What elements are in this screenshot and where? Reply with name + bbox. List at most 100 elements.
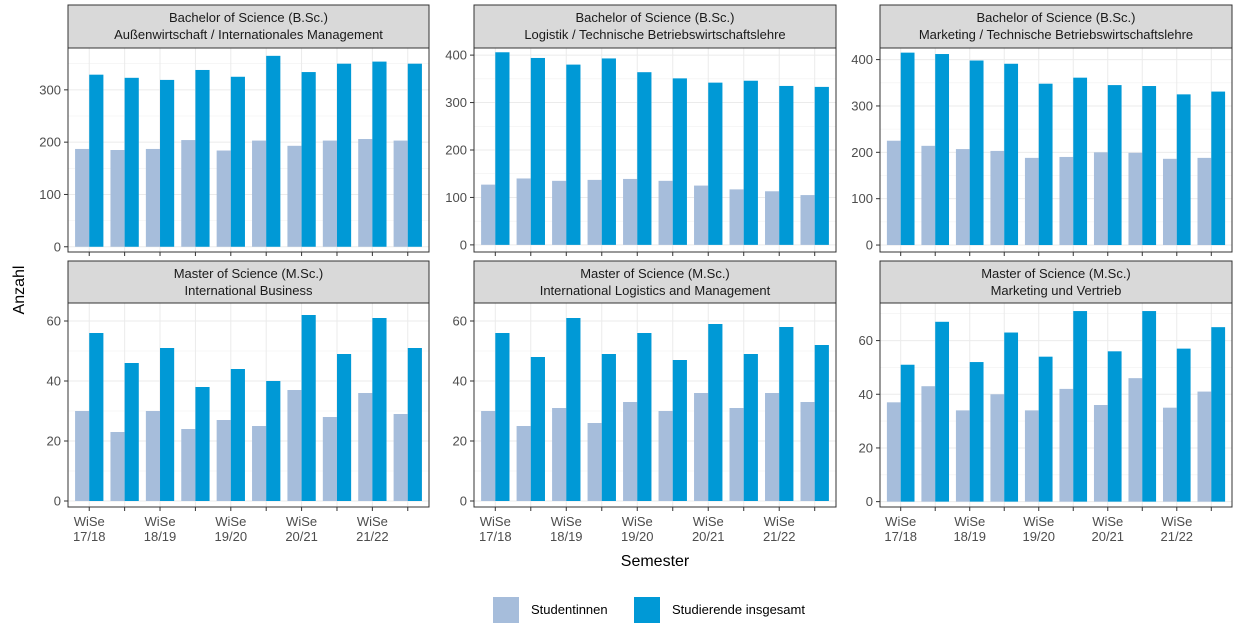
y-tick-label: 40 <box>859 387 873 402</box>
bar-studierende-insgesamt <box>601 354 616 501</box>
bar-studierende-insgesamt <box>708 324 723 501</box>
x-tick-label-line1: WiSe <box>885 514 916 529</box>
bar-studierende-insgesamt <box>743 80 758 245</box>
bar-studentinnen <box>1128 152 1143 246</box>
facet-title-line2: International Logistics and Management <box>540 283 771 298</box>
bar-studentinnen <box>145 411 161 501</box>
y-tick-label: 0 <box>460 494 467 509</box>
bar-studierende-insgesamt <box>779 85 794 245</box>
bar-studierende-insgesamt <box>266 381 281 501</box>
bar-studierende-insgesamt <box>301 72 316 247</box>
bar-studierende-insgesamt <box>336 354 352 501</box>
x-tick-label-line1: WiSe <box>954 514 985 529</box>
bar-studentinnen <box>393 140 408 247</box>
bar-studierende-insgesamt <box>89 333 104 501</box>
bar-studentinnen <box>1093 152 1108 246</box>
bar-studierende-insgesamt <box>89 74 104 247</box>
bar-studentinnen <box>75 148 90 247</box>
bar-studentinnen <box>729 408 744 501</box>
y-tick-label: 200 <box>851 145 873 160</box>
bar-studentinnen <box>1197 157 1212 246</box>
x-tick-label-line2: 21/22 <box>763 529 796 544</box>
bar-studierende-insgesamt <box>1004 63 1019 246</box>
bar-studentinnen <box>990 394 1005 502</box>
bar-studentinnen <box>393 414 408 501</box>
bar-studierende-insgesamt <box>1038 356 1053 502</box>
bar-studentinnen <box>110 150 125 247</box>
bar-studentinnen <box>658 180 673 245</box>
facet-title-line2: Marketing und Vertrieb <box>991 283 1122 298</box>
bar-studierende-insgesamt <box>160 79 175 247</box>
x-tick-label-line2: 20/21 <box>1091 529 1124 544</box>
facet-panel-1: Bachelor of Science (B.Sc.) Außenwirtscha… <box>39 4 430 289</box>
bar-studentinnen <box>481 411 496 501</box>
facet-strip <box>879 260 1233 304</box>
facet-title-line2: Marketing / Technische Betriebswirtschaf… <box>919 27 1193 42</box>
facet-title-line1: Master of Science (M.Sc.) <box>174 266 324 281</box>
y-tick-label: 0 <box>460 237 467 252</box>
bar-studentinnen <box>322 140 337 247</box>
x-tick-label-line1: WiSe <box>286 514 317 529</box>
bar-studentinnen <box>694 185 709 245</box>
facet-title-line2: Außenwirtschaft / Internationales Manage… <box>114 27 383 42</box>
bar-studierende-insgesamt <box>935 54 950 246</box>
facet-panel-2: Bachelor of Science (B.Sc.) Logistik / Te… <box>445 4 837 289</box>
x-tick-label-line2: 18/19 <box>550 529 583 544</box>
x-tick-label-line2: 19/20 <box>621 529 654 544</box>
bar-studierende-insgesamt <box>779 327 794 501</box>
y-tick-label: 20 <box>453 434 467 449</box>
bar-studentinnen <box>1162 407 1177 502</box>
legend-label-studentinnen: Studentinnen <box>531 602 608 617</box>
legend-label-studierende-insgesamt: Studierende insgesamt <box>672 602 805 617</box>
bar-studentinnen <box>358 393 373 501</box>
bar-studentinnen <box>1162 158 1177 246</box>
bar-studentinnen <box>623 402 638 501</box>
facet-panel-5: Master of Science (M.Sc.) International L… <box>453 260 837 544</box>
bar-studentinnen <box>1024 410 1039 502</box>
bar-studentinnen <box>658 411 673 501</box>
bar-studierende-insgesamt <box>900 52 915 246</box>
bar-studentinnen <box>694 393 709 501</box>
bar-studierende-insgesamt <box>266 55 281 247</box>
x-tick-label-line1: WiSe <box>357 514 388 529</box>
bar-studierende-insgesamt <box>969 362 984 502</box>
x-tick-label-line2: 20/21 <box>692 529 725 544</box>
bar-studierende-insgesamt <box>195 387 210 501</box>
facet-title-line2: Logistik / Technische Betriebswirtschaft… <box>524 27 785 42</box>
facet-strip <box>67 4 430 49</box>
bar-studentinnen <box>623 178 638 245</box>
x-tick-label-line1: WiSe <box>1161 514 1192 529</box>
x-tick-label-line1: WiSe <box>144 514 175 529</box>
legend: Studentinnen Studierende insgesamt <box>493 597 805 623</box>
facet-strip <box>879 4 1233 49</box>
bar-studentinnen <box>800 195 815 245</box>
facet-title-line1: Master of Science (M.Sc.) <box>981 266 1131 281</box>
x-tick-label-line2: 17/18 <box>479 529 512 544</box>
bar-studierende-insgesamt <box>495 333 510 501</box>
bar-studentinnen <box>1093 405 1108 502</box>
panel-border <box>67 302 430 508</box>
x-tick-label-line2: 19/20 <box>1022 529 1055 544</box>
bar-studierende-insgesamt <box>1004 332 1019 502</box>
panel-border <box>67 47 430 253</box>
y-tick-label: 300 <box>445 95 467 110</box>
y-tick-label: 60 <box>47 314 61 329</box>
bar-studierende-insgesamt <box>1107 351 1122 502</box>
y-tick-label: 100 <box>851 191 873 206</box>
bar-studierende-insgesamt <box>637 72 652 245</box>
bar-studentinnen <box>886 402 901 502</box>
y-tick-label: 400 <box>445 48 467 63</box>
panel-border <box>879 302 1233 508</box>
bar-studentinnen <box>765 191 780 245</box>
bar-studentinnen <box>481 184 496 245</box>
bar-studentinnen <box>587 179 602 245</box>
facet-panels: Bachelor of Science (B.Sc.) Außenwirtscha… <box>39 4 1233 544</box>
y-tick-label: 300 <box>851 98 873 113</box>
panel-border <box>473 302 837 508</box>
bar-studierende-insgesamt <box>1073 311 1088 502</box>
bar-studentinnen <box>181 140 196 247</box>
bar-studierende-insgesamt <box>1211 91 1226 246</box>
bar-studierende-insgesamt <box>407 348 422 501</box>
bar-studierende-insgesamt <box>124 363 139 501</box>
bar-studierende-insgesamt <box>969 60 984 246</box>
